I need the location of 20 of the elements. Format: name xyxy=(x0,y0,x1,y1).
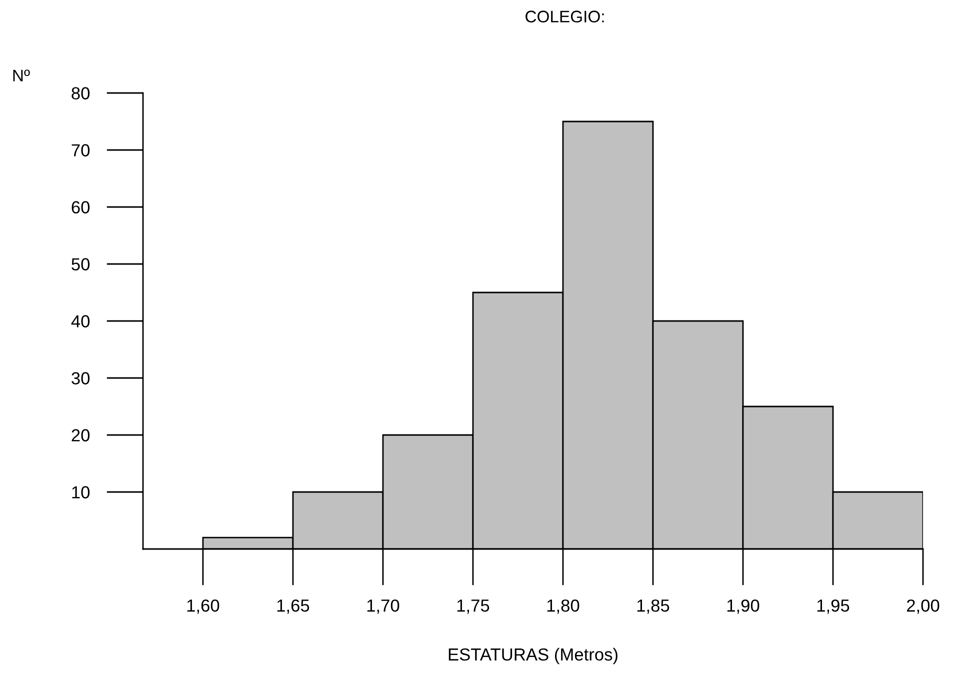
y-axis-title: Nº xyxy=(13,70,30,82)
y-tick-label: 40 xyxy=(71,315,90,328)
x-tick-label: 1,90 xyxy=(727,599,760,614)
y-tick-label: 50 xyxy=(72,258,90,270)
y-tick-label: 80 xyxy=(72,87,90,100)
x-tick-label: 1,80 xyxy=(547,599,580,614)
x-tick-label: 2,00 xyxy=(906,599,940,614)
y-tick-label: 10 xyxy=(72,486,90,498)
y-tick-label: 60 xyxy=(72,201,90,214)
x-axis-title: ESTATURAS (Metros) xyxy=(448,648,618,664)
y-tick-label: 20 xyxy=(72,429,90,442)
y-tick-label: 70 xyxy=(72,144,90,156)
y-tick-label: 30 xyxy=(72,372,90,384)
x-tick-label: 1,65 xyxy=(277,599,310,614)
x-tick-label: 1,60 xyxy=(187,599,220,614)
x-tick-label: 1,70 xyxy=(367,599,400,614)
x-tick-label: 1,95 xyxy=(817,599,850,614)
chart-title: COLEGIO: xyxy=(526,10,604,22)
x-tick-label: 1,75 xyxy=(457,600,490,614)
x-tick-label: 1,85 xyxy=(637,599,670,614)
